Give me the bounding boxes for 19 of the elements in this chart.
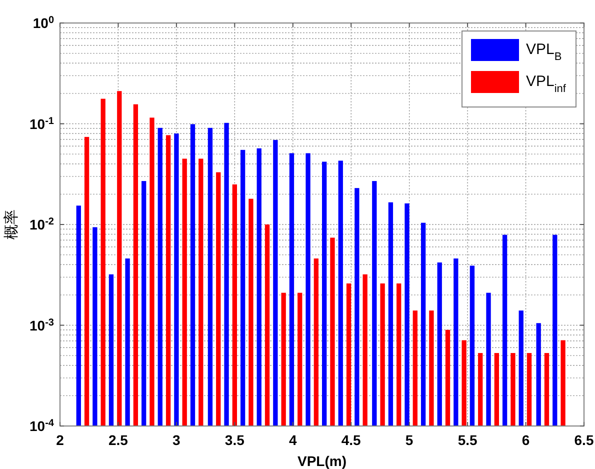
y-tick-label: 10$^{-2}$ [30,216,54,232]
x-tick-label: 4 [288,432,297,448]
y-tick-label: 10$^{0}$ [32,14,54,31]
y-tick-label: 10$^{-1}$ [30,115,54,132]
x-tick-label: 5.5 [458,432,478,448]
legend-label: VPL$_{inf}$ [526,73,567,95]
x-tick-label: 3 [172,432,181,448]
x-tick-label: 6.5 [574,432,594,448]
y-axis-title: 概率 [3,210,20,240]
x-tick-label: 2 [56,432,64,448]
x-tick-label: 4.5 [341,432,362,448]
x-tick-label: 3.5 [224,432,245,448]
y-tick-label: 10$^{-4}$ [30,418,54,434]
x-axis-title: VPL(m) [298,453,346,469]
x-tick-label: 5 [405,432,414,448]
y-tick-label: 10$^{-3}$ [30,316,54,334]
x-tick-label: 2.5 [108,432,128,448]
x-tick-label: 6 [522,432,530,448]
legend-label: VPL$_{B}$ [526,41,562,63]
